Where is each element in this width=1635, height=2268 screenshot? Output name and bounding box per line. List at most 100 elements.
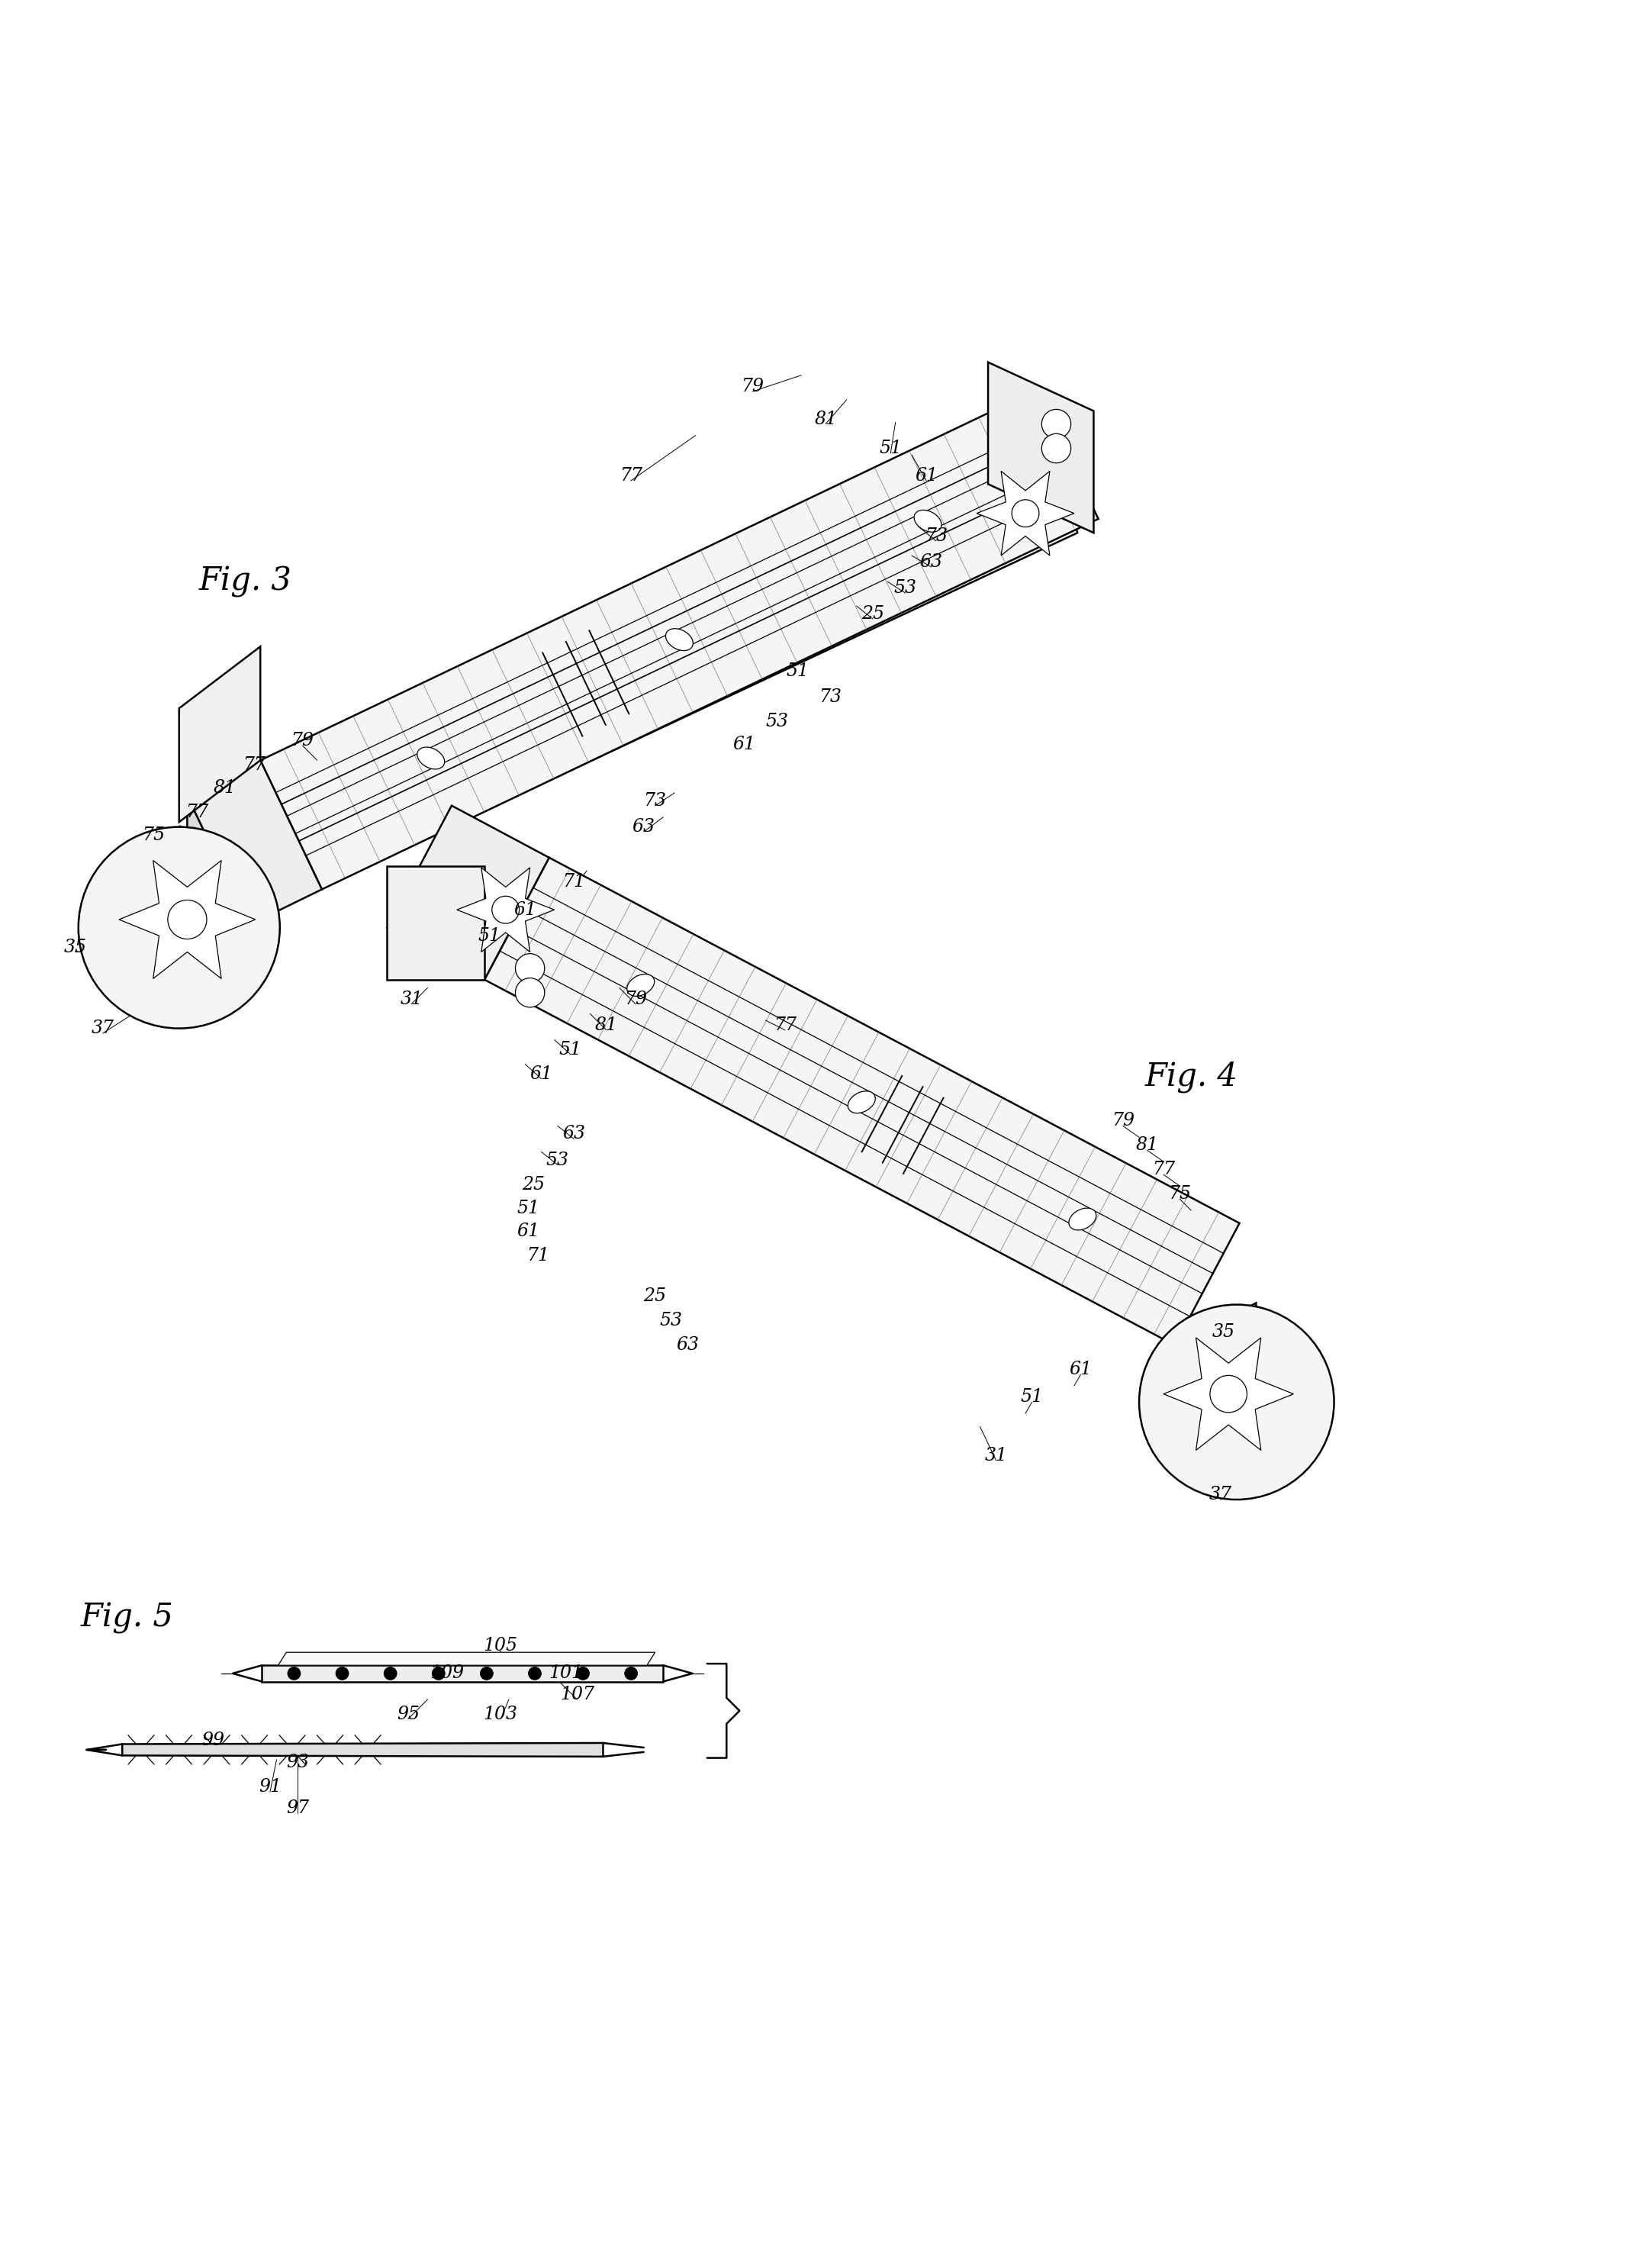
Polygon shape	[456, 869, 554, 953]
Text: 77: 77	[242, 758, 265, 773]
Text: 35: 35	[1212, 1325, 1234, 1340]
Text: 77: 77	[620, 467, 643, 485]
Text: 71: 71	[562, 873, 585, 891]
Polygon shape	[260, 390, 1099, 889]
Text: Fig. 4: Fig. 4	[1144, 1061, 1238, 1093]
Text: Fig. 3: Fig. 3	[199, 565, 293, 596]
Text: 71: 71	[526, 1247, 549, 1266]
Polygon shape	[988, 363, 1094, 533]
Text: 53: 53	[546, 1152, 569, 1168]
Text: 63: 63	[633, 819, 656, 835]
Ellipse shape	[665, 628, 693, 651]
Text: 77: 77	[185, 803, 208, 821]
Text: 51: 51	[786, 662, 809, 680]
Polygon shape	[387, 866, 484, 980]
Circle shape	[492, 896, 520, 923]
Text: Fig. 5: Fig. 5	[80, 1601, 173, 1635]
Polygon shape	[387, 805, 549, 980]
Polygon shape	[1176, 1304, 1256, 1474]
Circle shape	[1041, 408, 1071, 438]
Text: 53: 53	[661, 1313, 683, 1329]
Text: 77: 77	[1153, 1161, 1176, 1179]
Text: 61: 61	[513, 900, 536, 919]
Text: 81: 81	[595, 1016, 618, 1034]
Circle shape	[515, 953, 544, 982]
Polygon shape	[262, 1665, 664, 1681]
Text: 81: 81	[213, 780, 235, 796]
Text: 97: 97	[286, 1799, 309, 1817]
Polygon shape	[188, 760, 322, 925]
Text: 79: 79	[1112, 1111, 1135, 1129]
Text: 61: 61	[732, 735, 755, 753]
Ellipse shape	[914, 510, 942, 533]
Text: 73: 73	[819, 687, 842, 705]
Text: 77: 77	[773, 1016, 796, 1034]
Circle shape	[577, 1667, 590, 1681]
Text: 61: 61	[1069, 1361, 1092, 1379]
Text: 81: 81	[814, 411, 837, 429]
Text: 73: 73	[925, 526, 948, 544]
Ellipse shape	[626, 975, 654, 996]
Polygon shape	[278, 1653, 656, 1665]
Circle shape	[288, 1667, 301, 1681]
Text: 51: 51	[559, 1041, 582, 1059]
Text: 79: 79	[741, 379, 764, 395]
Circle shape	[168, 900, 206, 939]
Text: 81: 81	[1136, 1136, 1159, 1154]
Polygon shape	[180, 646, 260, 821]
Text: 37: 37	[1208, 1486, 1231, 1504]
Polygon shape	[265, 395, 1077, 898]
Text: 107: 107	[559, 1685, 594, 1703]
Text: 63: 63	[562, 1125, 585, 1143]
Text: 93: 93	[286, 1753, 309, 1771]
Text: 31: 31	[984, 1447, 1007, 1465]
Circle shape	[1140, 1304, 1334, 1499]
Text: 63: 63	[677, 1336, 700, 1354]
Text: 53: 53	[765, 712, 788, 730]
Text: 105: 105	[484, 1637, 518, 1656]
Circle shape	[528, 1667, 541, 1681]
Text: 75: 75	[1169, 1186, 1192, 1202]
Ellipse shape	[1069, 1209, 1095, 1229]
Polygon shape	[123, 1744, 603, 1758]
Text: 25: 25	[862, 606, 885, 624]
Circle shape	[432, 1667, 445, 1681]
Text: 75: 75	[142, 826, 165, 844]
Circle shape	[1041, 433, 1071, 463]
Text: 95: 95	[397, 1706, 420, 1724]
Text: 61: 61	[916, 467, 938, 485]
Circle shape	[1012, 499, 1040, 526]
Text: 51: 51	[1020, 1388, 1043, 1406]
Text: 51: 51	[477, 928, 500, 943]
Circle shape	[481, 1667, 494, 1681]
Text: 37: 37	[92, 1021, 114, 1036]
Text: 25: 25	[644, 1288, 667, 1306]
Ellipse shape	[417, 746, 445, 769]
Text: 61: 61	[517, 1222, 540, 1241]
Text: 51: 51	[880, 440, 903, 458]
Text: 35: 35	[64, 939, 87, 955]
Text: 79: 79	[291, 733, 314, 751]
Text: 79: 79	[625, 991, 647, 1007]
Text: 63: 63	[921, 553, 943, 572]
Polygon shape	[976, 472, 1074, 556]
Polygon shape	[484, 857, 1239, 1345]
Polygon shape	[188, 796, 249, 957]
Text: 91: 91	[258, 1778, 281, 1796]
Text: 51: 51	[517, 1200, 540, 1218]
Circle shape	[1210, 1374, 1248, 1413]
Text: 101: 101	[549, 1665, 584, 1683]
Polygon shape	[1164, 1338, 1293, 1449]
Text: 31: 31	[401, 991, 423, 1007]
Text: 61: 61	[530, 1066, 553, 1082]
Text: 99: 99	[201, 1730, 224, 1749]
Circle shape	[335, 1667, 348, 1681]
Circle shape	[384, 1667, 397, 1681]
Ellipse shape	[849, 1091, 875, 1114]
Polygon shape	[119, 860, 255, 978]
Text: 73: 73	[644, 792, 667, 810]
Text: 25: 25	[522, 1175, 544, 1193]
Text: 53: 53	[894, 578, 917, 596]
Circle shape	[78, 828, 280, 1027]
Text: 103: 103	[484, 1706, 518, 1724]
